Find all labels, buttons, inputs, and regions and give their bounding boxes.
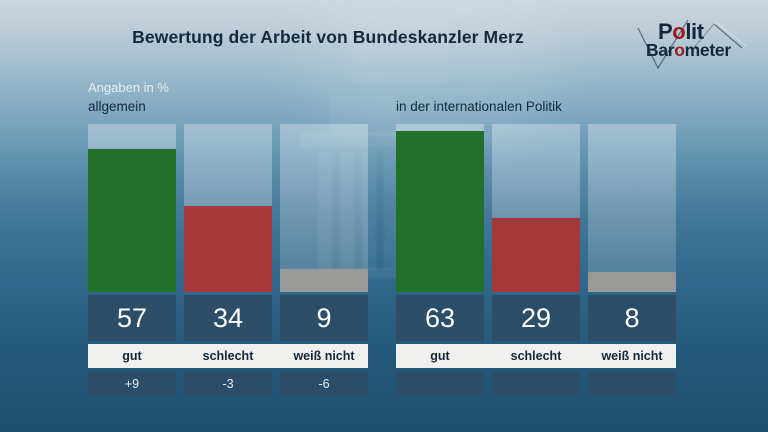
column-gut bbox=[396, 124, 484, 292]
bar-schlecht bbox=[492, 218, 580, 292]
logo-barometer-text: Barometer bbox=[646, 40, 731, 60]
delta-schlecht: -3 bbox=[184, 372, 272, 396]
chart-group-international: 63 29 8 gut schlecht weiß nicht bbox=[396, 124, 676, 396]
bar-columns bbox=[88, 124, 368, 292]
value-gut: 63 bbox=[396, 295, 484, 341]
delta-row bbox=[396, 372, 676, 396]
bar-gut bbox=[396, 130, 484, 292]
column-schlecht bbox=[184, 124, 272, 292]
category-label-weiss-nicht: weiß nicht bbox=[293, 349, 355, 363]
category-label-schlecht: schlecht bbox=[202, 349, 254, 363]
delta-weiss-nicht bbox=[588, 372, 676, 396]
value-row: 57 34 9 bbox=[88, 295, 368, 341]
units-note: Angaben in % bbox=[88, 80, 169, 95]
logo-checkmark-icon bbox=[637, 19, 747, 70]
bar-schlecht bbox=[184, 206, 272, 292]
column-weiss-nicht bbox=[280, 124, 368, 292]
bar-weiss-nicht bbox=[280, 269, 368, 292]
bar-weiss-nicht bbox=[588, 271, 676, 292]
bar-gut bbox=[88, 149, 176, 292]
delta-row: +9 -3 -6 bbox=[88, 372, 368, 396]
value-gut: 57 bbox=[88, 295, 176, 341]
delta-gut bbox=[396, 372, 484, 396]
value-schlecht: 29 bbox=[492, 295, 580, 341]
delta-schlecht bbox=[492, 372, 580, 396]
category-label-gut: gut bbox=[430, 349, 450, 363]
value-row: 63 29 8 bbox=[396, 295, 676, 341]
group-label-international: in der internationalen Politik bbox=[396, 99, 562, 114]
bar-columns bbox=[396, 124, 676, 292]
category-label-schlecht: schlecht bbox=[510, 349, 562, 363]
logo-polit-text: Polit bbox=[658, 19, 704, 44]
column-schlecht bbox=[492, 124, 580, 292]
value-schlecht: 34 bbox=[184, 295, 272, 341]
value-weiss-nicht: 9 bbox=[280, 295, 368, 341]
category-label-weiss-nicht: weiß nicht bbox=[601, 349, 663, 363]
chart-group-allgemein: 57 34 9 gut schlecht weiß nicht +9 -3 -6 bbox=[88, 124, 368, 396]
value-weiss-nicht: 8 bbox=[588, 295, 676, 341]
group-label-allgemein: allgemein bbox=[88, 99, 146, 114]
delta-weiss-nicht: -6 bbox=[280, 372, 368, 396]
column-gut bbox=[88, 124, 176, 292]
category-label-band: gut schlecht weiß nicht bbox=[88, 344, 368, 368]
category-label-band: gut schlecht weiß nicht bbox=[396, 344, 676, 368]
polit-barometer-logo: Polit Barometer bbox=[636, 16, 754, 78]
delta-gut: +9 bbox=[88, 372, 176, 396]
category-label-gut: gut bbox=[122, 349, 142, 363]
column-weiss-nicht bbox=[588, 124, 676, 292]
page-title: Bewertung der Arbeit von Bundeskanzler M… bbox=[132, 27, 524, 47]
